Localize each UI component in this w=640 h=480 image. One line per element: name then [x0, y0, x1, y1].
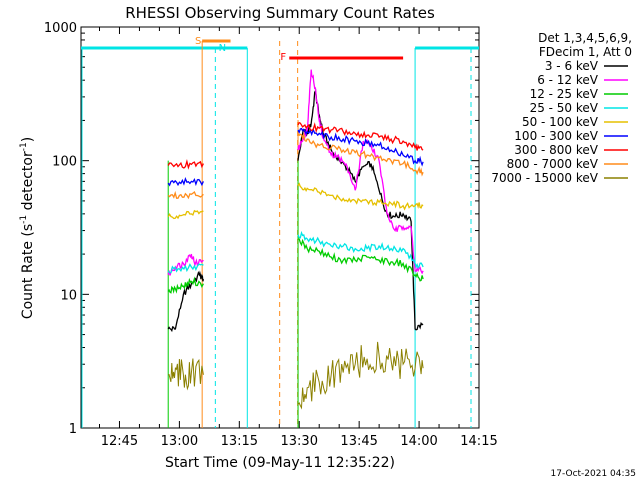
marker-label: S: [195, 36, 201, 47]
series-line: [167, 270, 205, 333]
x-tick-label: 14:00: [400, 434, 437, 449]
y-tick-label: 1000: [44, 21, 77, 36]
y-axis-label-mid: detector: [20, 151, 36, 215]
legend-entry-label: 12 - 25 keV: [530, 87, 599, 101]
y-tick-label: 1: [69, 422, 77, 437]
y-axis-label-pre: Count Rate (s: [20, 224, 36, 319]
x-tick-label: 13:45: [340, 434, 377, 449]
chart-title: RHESSI Observing Summary Count Rates: [125, 4, 435, 22]
series-line: [297, 127, 424, 167]
y-tick-label: 10: [60, 288, 77, 303]
legend-entry-label: 3 - 6 keV: [545, 59, 599, 73]
marker-label: F: [280, 52, 286, 63]
x-tick-label: 13:15: [221, 434, 258, 449]
footer-date: 17-Oct-2021 04:35: [551, 469, 636, 479]
marker-label: N: [219, 43, 226, 54]
legend-entry-label: 800 - 7000 keV: [507, 157, 599, 171]
series-line: [297, 90, 424, 331]
x-axis-label: Start Time (09-May-11 12:35:22): [165, 455, 395, 471]
x-tick-label: 13:00: [161, 434, 198, 449]
x-tick-label: 14:15: [460, 434, 497, 449]
series-line: [297, 121, 424, 151]
x-tick-label: 12:45: [101, 434, 138, 449]
legend-entry-label: 50 - 100 keV: [522, 115, 599, 129]
series-line: [297, 69, 424, 275]
series-line: [297, 132, 424, 177]
y-axis-label-sup2: -1: [19, 142, 29, 151]
legend-entry-label: 300 - 800 keV: [514, 143, 598, 157]
legend-entry-label: 7000 - 15000 keV: [491, 171, 598, 185]
series-line: [167, 190, 204, 200]
plot-frame: [80, 26, 480, 429]
series-line: [168, 358, 204, 391]
series-line: [167, 263, 204, 274]
plot-area: 12:45 13:00 13:15 13:30 13:45 14:00 14:15 1 10 10…: [44, 21, 498, 449]
legend-header-1: Det 1,3,4,5,6,9,: [538, 31, 632, 45]
legend-entry-label: 25 - 50 keV: [530, 101, 599, 115]
series-line: [167, 276, 204, 294]
legend-header-2: FDecim 1, Att 0: [539, 45, 632, 59]
series-line: [167, 159, 204, 170]
series-line: [167, 177, 204, 187]
series-line: [297, 238, 424, 282]
legend-entry-label: 6 - 12 keV: [537, 73, 599, 87]
y-axis-label-sup1: -1: [19, 215, 29, 224]
series-line: [167, 209, 204, 220]
y-axis-label-post: ): [20, 137, 36, 142]
series-line: [297, 341, 424, 410]
legend-entry-label: 100 - 300 keV: [514, 129, 598, 143]
series-line: [167, 253, 204, 276]
legend: Det 1,3,4,5,6,9, FDecim 1, Att 0 3 - 6 k…: [491, 31, 632, 185]
series-line: [297, 230, 424, 270]
x-tick-label: 13:30: [281, 434, 318, 449]
y-axis-label: Count Rate (s-1 detector-1): [19, 137, 36, 319]
series-line: [297, 182, 424, 211]
y-tick-label: 100: [52, 155, 77, 170]
